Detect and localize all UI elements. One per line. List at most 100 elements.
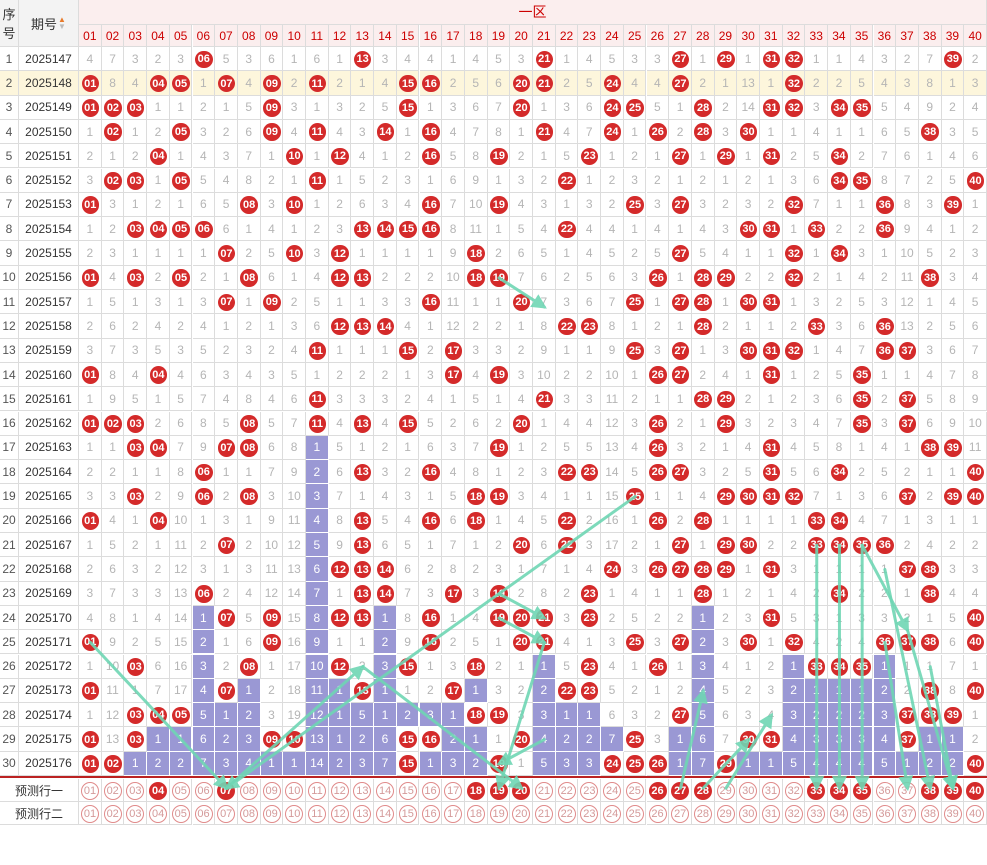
prediction-row-2-cell[interactable] <box>283 802 306 825</box>
prediction-row-1-cell[interactable] <box>351 779 375 802</box>
prediction-row-2-number-10[interactable]: 10 <box>285 804 304 823</box>
prediction-row-1-cell[interactable] <box>101 779 125 802</box>
prediction-row-2-cell[interactable] <box>442 802 465 825</box>
prediction-row-2-cell[interactable] <box>260 802 284 825</box>
prediction-row-2-cell[interactable] <box>964 802 987 825</box>
prediction-row-2-cell[interactable] <box>306 802 329 825</box>
prediction-row-2-number-25[interactable]: 25 <box>625 804 644 823</box>
prediction-row-2-cell[interactable] <box>101 802 125 825</box>
prediction-row-1-cell[interactable] <box>169 779 193 802</box>
prediction-row-2-cell[interactable] <box>533 802 556 825</box>
prediction-row-1-number-12[interactable]: 12 <box>330 781 349 800</box>
prediction-row-2-number-04[interactable]: 04 <box>149 804 168 823</box>
prediction-row-2-number-08[interactable]: 08 <box>239 804 258 823</box>
prediction-row-2-cell[interactable] <box>805 802 829 825</box>
prediction-row-1-number-30[interactable]: 30 <box>739 781 758 800</box>
prediction-row-2-cell[interactable] <box>646 802 670 825</box>
prediction-row-1-number-07[interactable]: 07 <box>217 781 236 800</box>
prediction-row-1-cell[interactable] <box>850 779 874 802</box>
prediction-row-2-number-39[interactable]: 39 <box>943 804 962 823</box>
prediction-row-1-number-37[interactable]: 37 <box>898 781 917 800</box>
prediction-row-1-cell[interactable] <box>646 779 670 802</box>
prediction-row-2-number-03[interactable]: 03 <box>126 804 145 823</box>
prediction-row-2-cell[interactable] <box>941 802 965 825</box>
prediction-row-1-cell[interactable] <box>805 779 829 802</box>
prediction-row-2-cell[interactable] <box>601 802 624 825</box>
prediction-row-1-number-20[interactable]: 20 <box>512 781 531 800</box>
prediction-row-1-number-14[interactable]: 14 <box>376 781 395 800</box>
prediction-row-2-cell[interactable] <box>873 802 897 825</box>
prediction-row-2-number-24[interactable]: 24 <box>603 804 622 823</box>
prediction-row-1-number-23[interactable]: 23 <box>580 781 599 800</box>
prediction-row-2-number-15[interactable]: 15 <box>398 804 417 823</box>
prediction-row-2-cell[interactable] <box>169 802 193 825</box>
prediction-row-2-number-37[interactable]: 37 <box>898 804 917 823</box>
prediction-row-1-number-15[interactable]: 15 <box>398 781 417 800</box>
prediction-row-2-number-35[interactable]: 35 <box>852 804 871 823</box>
prediction-row-2-cell[interactable] <box>669 802 692 825</box>
prediction-row-2-cell[interactable] <box>147 802 170 825</box>
prediction-row-2-cell[interactable] <box>374 802 397 825</box>
prediction-row-1-cell[interactable] <box>79 779 102 802</box>
prediction-row-2-number-20[interactable]: 20 <box>512 804 531 823</box>
prediction-row-1-number-16[interactable]: 16 <box>421 781 440 800</box>
prediction-row-2-number-18[interactable]: 18 <box>466 804 485 823</box>
prediction-row-2-number-14[interactable]: 14 <box>376 804 395 823</box>
prediction-row-1-number-34[interactable]: 34 <box>830 781 849 800</box>
prediction-row-2-number-30[interactable]: 30 <box>739 804 758 823</box>
prediction-row-1-cell[interactable] <box>782 779 806 802</box>
prediction-row-1-number-38[interactable]: 38 <box>920 781 939 800</box>
prediction-row-1-cell[interactable] <box>623 779 647 802</box>
prediction-row-1-number-06[interactable]: 06 <box>194 781 213 800</box>
prediction-row-2-cell[interactable] <box>760 802 783 825</box>
prediction-row-1-cell[interactable] <box>442 779 465 802</box>
prediction-row-1-cell[interactable] <box>760 779 783 802</box>
prediction-row-2-number-34[interactable]: 34 <box>830 804 849 823</box>
prediction-row-2-cell[interactable] <box>237 802 261 825</box>
prediction-row-2-number-32[interactable]: 32 <box>784 804 803 823</box>
prediction-row-1-cell[interactable] <box>396 779 420 802</box>
prediction-row-1-cell[interactable] <box>464 779 488 802</box>
prediction-row-1-number-29[interactable]: 29 <box>716 781 735 800</box>
prediction-row-2-number-01[interactable]: 01 <box>81 804 99 823</box>
prediction-row-1-cell[interactable] <box>896 779 919 802</box>
prediction-row-2-number-13[interactable]: 13 <box>353 804 372 823</box>
prediction-row-2-number-33[interactable]: 33 <box>807 804 826 823</box>
prediction-row-2-number-29[interactable]: 29 <box>716 804 735 823</box>
prediction-row-1-cell[interactable] <box>828 779 851 802</box>
prediction-row-2-number-27[interactable]: 27 <box>671 804 690 823</box>
prediction-row-1-number-22[interactable]: 22 <box>557 781 576 800</box>
prediction-row-2-cell[interactable] <box>850 802 874 825</box>
prediction-row-2-cell[interactable] <box>578 802 602 825</box>
prediction-row-1-cell[interactable] <box>215 779 238 802</box>
prediction-row-2-number-28[interactable]: 28 <box>693 804 712 823</box>
prediction-row-1-cell[interactable] <box>964 779 987 802</box>
prediction-row-1-number-09[interactable]: 09 <box>262 781 281 800</box>
prediction-row-2-number-11[interactable]: 11 <box>308 804 326 823</box>
prediction-row-1-cell[interactable] <box>941 779 965 802</box>
prediction-row-2-number-23[interactable]: 23 <box>580 804 599 823</box>
prediction-row-1-number-17[interactable]: 17 <box>444 781 463 800</box>
prediction-row-1-number-32[interactable]: 32 <box>784 781 803 800</box>
prediction-row-2-number-02[interactable]: 02 <box>103 804 122 823</box>
prediction-row-2-number-31[interactable]: 31 <box>762 804 780 823</box>
prediction-row-1-number-36[interactable]: 36 <box>875 781 894 800</box>
prediction-row-1-cell[interactable] <box>147 779 170 802</box>
prediction-row-2-cell[interactable] <box>918 802 942 825</box>
prediction-row-1-number-19[interactable]: 19 <box>489 781 508 800</box>
prediction-row-1-cell[interactable] <box>601 779 624 802</box>
prediction-row-1-cell[interactable] <box>237 779 261 802</box>
prediction-row-2-cell[interactable] <box>328 802 352 825</box>
prediction-row-2-cell[interactable] <box>714 802 738 825</box>
prediction-row-1-cell[interactable] <box>691 779 715 802</box>
prediction-row-1-number-21[interactable]: 21 <box>535 781 553 800</box>
prediction-row-2-cell[interactable] <box>691 802 715 825</box>
prediction-row-2-cell[interactable] <box>464 802 488 825</box>
issue-header[interactable]: 期号 ▲ ▼ <box>19 0 79 47</box>
prediction-row-1-number-01[interactable]: 01 <box>81 781 99 800</box>
prediction-row-2-cell[interactable] <box>510 802 533 825</box>
prediction-row-2-number-06[interactable]: 06 <box>194 804 213 823</box>
prediction-row-1-number-08[interactable]: 08 <box>239 781 258 800</box>
prediction-row-2-number-09[interactable]: 09 <box>262 804 281 823</box>
sort-arrows-icon[interactable]: ▲ ▼ <box>58 15 66 31</box>
